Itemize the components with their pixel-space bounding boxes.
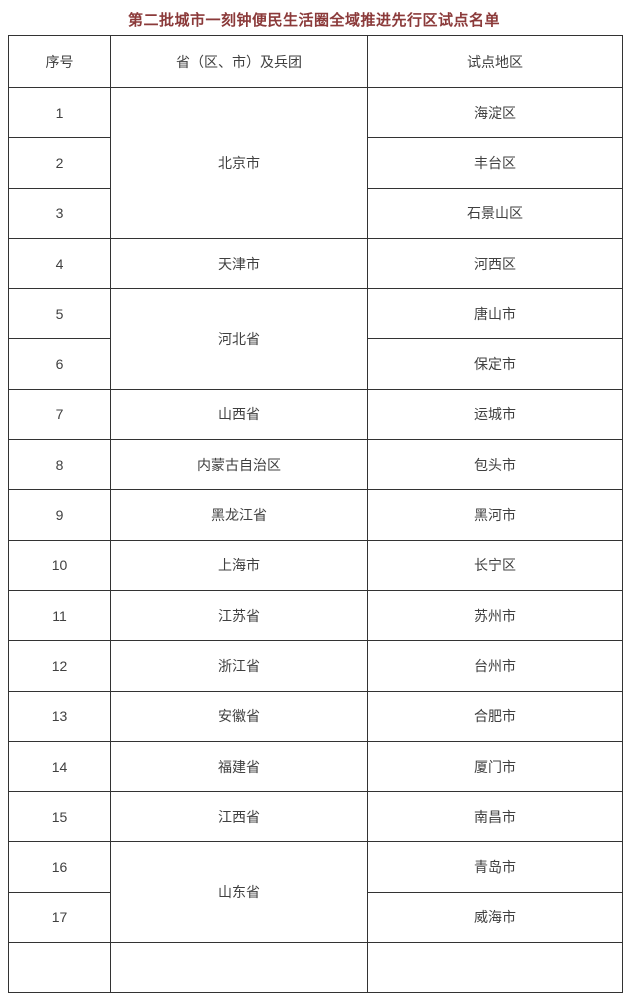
cell-serial: 12 [8,640,111,692]
table-row: 15 江西省 南昌市 [8,791,623,843]
cell-serial: 8 [8,439,111,491]
cell-province: 山西省 [110,388,368,441]
table-row: 10 上海市 长宁区 [8,539,623,591]
table-header: 序号 省（区、市）及兵团 试点地区 [8,35,623,88]
cell-area: 运城市 [367,388,623,441]
cell-area: 海淀区 [367,86,623,139]
cell-serial: 11 [8,589,111,642]
cell-province: 福建省 [110,740,368,793]
table-row: 11 江苏省 苏州市 [8,589,623,642]
cell-area: 包头市 [367,439,623,491]
cell-serial: 6 [8,338,111,390]
table-row: 14 福建省 厦门市 [8,740,623,793]
cell-area: 威海市 [367,891,623,944]
header-serial: 序号 [8,35,111,88]
cell-serial: 13 [8,690,111,742]
table-row: 13 安徽省 合肥市 [8,690,623,742]
cell-serial: 15 [8,791,111,843]
cell-province: 江苏省 [110,589,368,642]
cell-area: 唐山市 [367,288,623,340]
table-row-partial [8,942,623,993]
table-row: 3 石景山区 [8,187,623,239]
header-area: 试点地区 [367,35,623,88]
cell-serial: 5 [8,288,111,340]
cell-area: 保定市 [367,338,623,390]
cell-area: 苏州市 [367,589,623,642]
cell-serial [8,942,111,993]
cell-area: 青岛市 [367,841,623,893]
cell-area: 厦门市 [367,740,623,793]
cell-province: 山东省 [110,841,368,944]
cell-serial: 4 [8,237,111,290]
cell-serial: 10 [8,539,111,591]
cell-province: 北京市 [110,87,368,239]
cell-area [367,942,623,993]
table-row: 12 浙江省 台州市 [8,640,623,692]
cell-serial: 2 [8,137,111,189]
table-row: 6 保定市 [8,338,623,390]
cell-province: 天津市 [110,237,368,290]
header-province: 省（区、市）及兵团 [110,35,368,88]
cell-province [110,942,368,993]
pilot-zones-table: 序号 省（区、市）及兵团 试点地区 1 北京市 海淀区 2 丰台区 3 石景山区… [8,35,623,993]
table-row: 5 河北省 唐山市 [8,288,623,390]
cell-province: 黑龙江省 [110,489,368,541]
cell-serial: 1 [8,86,111,139]
page-title: 第二批城市一刻钟便民生活圈全域推进先行区试点名单 [127,12,500,29]
cell-area: 台州市 [367,640,623,692]
cell-province: 上海市 [110,539,368,591]
table-row: 16 山东省 青岛市 [8,841,623,944]
cell-province: 内蒙古自治区 [110,439,368,491]
cell-area: 南昌市 [367,791,623,843]
header-row: 序号 省（区、市）及兵团 试点地区 [8,35,623,88]
cell-province: 安徽省 [110,690,368,742]
cell-serial: 17 [8,891,111,944]
cell-serial: 16 [8,841,111,893]
table-row: 8 内蒙古自治区 包头市 [8,439,623,491]
table-row: 4 天津市 河西区 [8,237,623,290]
cell-serial: 7 [8,388,111,441]
cell-serial: 14 [8,740,111,793]
cell-area: 黑河市 [367,489,623,541]
cell-area: 河西区 [367,237,623,290]
cell-province: 河北省 [110,288,368,390]
cell-area: 合肥市 [367,690,623,742]
cell-serial: 9 [8,489,111,541]
table-row: 9 黑龙江省 黑河市 [8,489,623,541]
table-row: 7 山西省 运城市 [8,388,623,441]
cell-province: 江西省 [110,791,368,843]
cell-province: 浙江省 [110,640,368,692]
cell-area: 长宁区 [367,539,623,591]
cell-area: 丰台区 [367,137,623,189]
cell-serial: 3 [8,187,111,239]
table-row: 1 北京市 海淀区 [8,86,623,239]
cell-area: 石景山区 [367,187,623,239]
